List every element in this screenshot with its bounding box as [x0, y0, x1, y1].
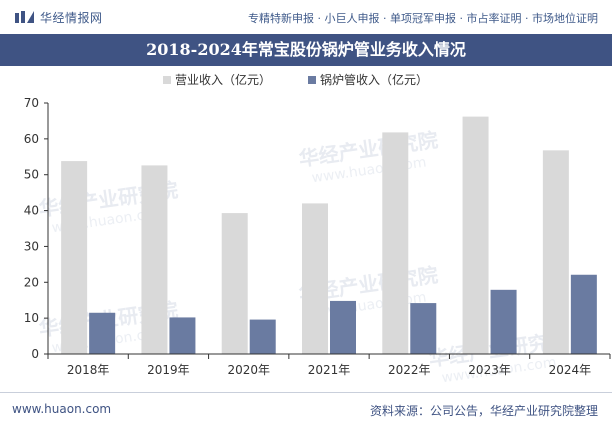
- x-tick-label: 2021年: [308, 363, 351, 377]
- x-tick-label: 2024年: [549, 363, 592, 377]
- y-tick-label: 10: [24, 311, 39, 325]
- y-axis: 0 10 20 30 40 50 60 70: [24, 96, 49, 361]
- y-tick-label: 30: [24, 239, 39, 253]
- bar-chart: 华经产业研究院www.huaon.com华经产业研究院www.huaon.com…: [24, 72, 611, 386]
- boiler-bar-2019年: [169, 317, 196, 354]
- top-header: 华经情报网 专精特新申报 · 小巨人申报 · 单项冠军申报 · 市占率证明 · …: [0, 0, 612, 34]
- y-tick-label: 50: [24, 168, 39, 182]
- y-tick-label: 0: [31, 347, 39, 361]
- footer: www.huaon.com 资料来源：公司公告，华经产业研究院整理: [0, 393, 612, 426]
- y-tick-label: 40: [24, 204, 39, 218]
- services-list[interactable]: 专精特新申报 · 小巨人申报 · 单项冠军申报 · 市占率证明 · 市场地位证明: [248, 12, 598, 25]
- legend-swatch-1: [163, 76, 171, 84]
- boiler-bar-2021年: [330, 300, 356, 354]
- x-axis: 2018年 2019年 2020年 2021年 2022年 2023年 2024年: [47, 353, 611, 377]
- boiler-bar-2024年: [570, 274, 597, 354]
- x-tick-label: 2020年: [227, 363, 270, 377]
- revenue-bar-2021年: [302, 203, 328, 354]
- boiler-bar-2020年: [249, 319, 276, 354]
- x-tick-label: 2022年: [388, 363, 431, 377]
- legend-label-1: 营业收入（亿元）: [175, 72, 271, 87]
- revenue-bar-2020年: [221, 213, 248, 354]
- boiler-bar-2022年: [410, 303, 437, 354]
- brand-name: 华经情报网: [40, 10, 103, 25]
- bars: [61, 116, 597, 354]
- boiler-bar-2018年: [89, 312, 116, 354]
- revenue-bar-2022年: [382, 132, 409, 354]
- footer-divider: [0, 392, 612, 393]
- brand[interactable]: 华经情报网: [14, 9, 103, 25]
- revenue-bar-2024年: [542, 150, 569, 354]
- x-tick-label: 2018年: [67, 363, 110, 377]
- legend-swatch-2: [308, 76, 316, 84]
- revenue-bar-2023年: [462, 116, 489, 354]
- brand-logo-icon: [15, 11, 34, 23]
- footer-url[interactable]: www.huaon.com: [12, 402, 112, 416]
- y-tick-label: 60: [24, 132, 39, 146]
- y-tick-label: 70: [24, 96, 39, 110]
- revenue-bar-2018年: [61, 161, 88, 354]
- legend: 营业收入（亿元） 锅炉管收入（亿元）: [163, 72, 428, 87]
- revenue-bar-2019年: [141, 165, 168, 354]
- chart-title: 2018-2024年常宝股份锅炉管业务收入情况: [0, 34, 612, 66]
- legend-label-2: 锅炉管收入（亿元）: [320, 72, 428, 87]
- y-tick-label: 20: [24, 275, 39, 289]
- footer-source: 资料来源：公司公告，华经产业研究院整理: [369, 404, 598, 418]
- x-tick-label: 2019年: [147, 363, 190, 377]
- boiler-bar-2023年: [490, 289, 517, 354]
- x-tick-label: 2023年: [468, 363, 511, 377]
